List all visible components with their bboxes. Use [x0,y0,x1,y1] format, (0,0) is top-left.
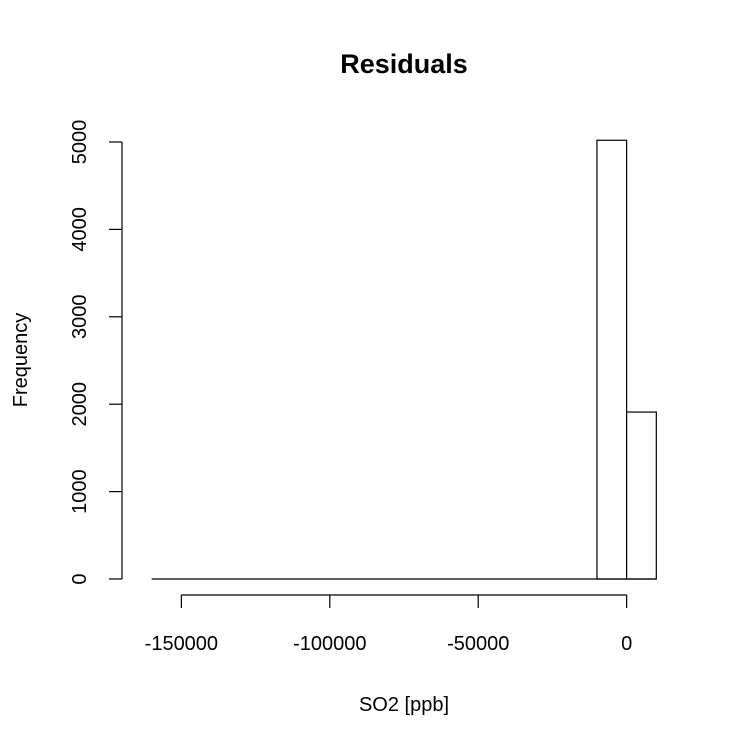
histogram-bar [596,139,628,580]
x-tick-label: -150000 [145,633,218,655]
histogram-bar [626,411,657,580]
bars-group [151,139,657,580]
y-tick-label: 5000 [69,120,91,165]
chart-title: Residuals [340,49,468,79]
x-axis-label: SO2 [ppb] [359,694,449,716]
y-tick-label: 4000 [69,207,91,252]
y-tick-label: 2000 [69,382,91,427]
y-tick-label: 1000 [69,469,91,513]
x-tick-label: -100000 [293,633,366,655]
x-tick-label: -50000 [447,633,509,655]
x-tick-label: 0 [621,633,632,655]
y-axis-label: Frequency [10,313,32,408]
x-axis: -150000 -100000 -50000 0 [145,594,632,655]
y-axis: 0 1000 2000 3000 4000 5000 [69,120,123,585]
y-tick-label: 3000 [69,295,91,340]
y-tick-label: 0 [69,573,91,584]
